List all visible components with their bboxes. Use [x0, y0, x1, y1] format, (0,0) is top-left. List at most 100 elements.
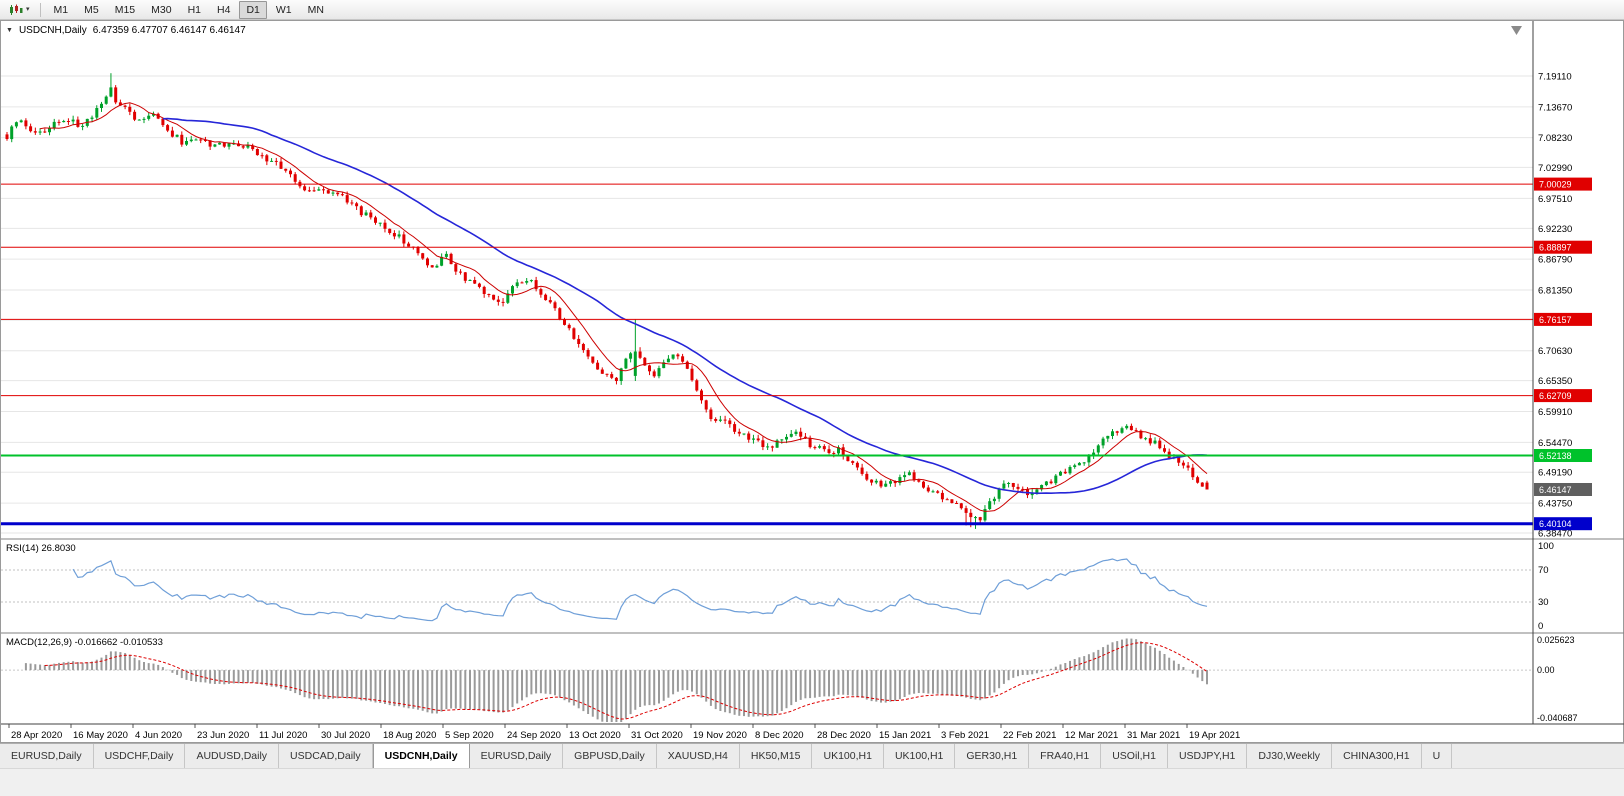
svg-text:30: 30 — [1538, 597, 1549, 608]
svg-text:11 Jul 2020: 11 Jul 2020 — [259, 730, 307, 741]
chart-tab-12[interactable]: FRA40,H1 — [1029, 744, 1102, 768]
rsi-indicator-label: RSI(14) 26.8030 — [6, 543, 76, 554]
chart-tab-0[interactable]: EURUSD,Daily — [0, 744, 94, 768]
svg-text:31 Oct 2020: 31 Oct 2020 — [631, 730, 683, 741]
toolbar-separator — [39, 2, 41, 17]
svg-text:6.92230: 6.92230 — [1538, 224, 1572, 235]
chart-tab-3[interactable]: USDCAD,Daily — [279, 744, 373, 768]
chart-window: 7.19110 7.13670 7.08230 7.02990 6.97510 6.922… — [0, 20, 1624, 743]
time-axis[interactable]: 28 Apr 2020 16 May 2020 4 Jun 2020 23 Jun 2… — [8, 724, 1240, 741]
svg-text:8 Dec 2020: 8 Dec 2020 — [755, 730, 804, 741]
chart-tab-16[interactable]: CHINA300,H1 — [1332, 744, 1422, 768]
svg-text:7.13670: 7.13670 — [1538, 102, 1572, 113]
chart-tab-7[interactable]: XAUUSD,H4 — [657, 744, 740, 768]
svg-text:6.88897: 6.88897 — [1539, 243, 1572, 253]
timeframe-group: M1 M5 M15 M30 H1 H4 D1 W1 MN — [46, 0, 332, 19]
svg-text:7.02990: 7.02990 — [1538, 163, 1572, 174]
chart-shift-marker-icon[interactable] — [1511, 26, 1522, 35]
svg-text:5 Sep 2020: 5 Sep 2020 — [445, 730, 494, 741]
timeframe-button-m30[interactable]: M30 — [151, 3, 172, 16]
chart-tab-17[interactable]: U — [1422, 744, 1453, 768]
chart-symbol-label: USDCNH,Daily — [18, 25, 87, 36]
chevron-down-icon: ▾ — [26, 6, 30, 13]
svg-text:22 Feb 2021: 22 Feb 2021 — [1003, 730, 1056, 741]
timeframe-button-h4[interactable]: H4 — [217, 3, 231, 16]
svg-text:6.97510: 6.97510 — [1538, 194, 1572, 205]
svg-text:6.65350: 6.65350 — [1538, 376, 1572, 387]
chart-tab-2[interactable]: AUDUSD,Daily — [185, 744, 280, 768]
svg-text:0: 0 — [1538, 621, 1543, 632]
svg-text:0.00: 0.00 — [1537, 665, 1555, 675]
candlestick-chart-icon — [9, 4, 23, 16]
chart-title-bar: ▼ USDCNH,Daily 6.47359 6.47707 6.46147 6… — [6, 25, 246, 36]
svg-text:6.49190: 6.49190 — [1538, 468, 1572, 479]
svg-text:6.70630: 6.70630 — [1538, 346, 1572, 357]
svg-text:28 Apr 2020: 28 Apr 2020 — [11, 730, 62, 741]
svg-text:4 Jun 2020: 4 Jun 2020 — [135, 730, 182, 741]
chart-tab-bar: EURUSD,Daily USDCHF,Daily AUDUSD,Daily USDC… — [0, 743, 1624, 768]
svg-text:15 Jan 2021: 15 Jan 2021 — [879, 730, 931, 741]
timeframe-button-h1[interactable]: H1 — [187, 3, 202, 16]
chart-tab-10[interactable]: UK100,H1 — [884, 744, 956, 768]
svg-text:12 Mar 2021: 12 Mar 2021 — [1065, 730, 1118, 741]
chart-tab-1[interactable]: USDCHF,Daily — [94, 744, 186, 768]
svg-text:13 Oct 2020: 13 Oct 2020 — [569, 730, 621, 741]
moving-average-layer — [40, 102, 1208, 512]
chart-tab-9[interactable]: UK100,H1 — [812, 744, 884, 768]
svg-text:100: 100 — [1538, 541, 1554, 552]
chart-tab-6[interactable]: GBPUSD,Daily — [563, 744, 657, 768]
svg-text:6.43750: 6.43750 — [1538, 499, 1572, 510]
chart-tab-11[interactable]: GER30,H1 — [955, 744, 1030, 768]
top-toolbar: ▾ M1 M5 M15 M30 H1 H4 D1 W1 MN — [0, 0, 1624, 20]
timeframe-button-m5[interactable]: M5 — [84, 3, 99, 16]
svg-text:16 May 2020: 16 May 2020 — [73, 730, 128, 741]
chart-ohlc-values: 6.47359 6.47707 6.46147 6.46147 — [92, 25, 246, 36]
svg-text:24 Sep 2020: 24 Sep 2020 — [507, 730, 561, 741]
svg-text:70: 70 — [1538, 565, 1549, 576]
svg-text:6.52138: 6.52138 — [1539, 451, 1572, 461]
timeframe-button-m15[interactable]: M15 — [114, 3, 136, 16]
timeframe-button-d1[interactable]: D1 — [239, 0, 267, 19]
svg-text:6.59910: 6.59910 — [1538, 407, 1572, 418]
chart-tab-14[interactable]: USDJPY,H1 — [1168, 744, 1248, 768]
svg-text:18 Aug 2020: 18 Aug 2020 — [383, 730, 436, 741]
timeframe-button-w1[interactable]: W1 — [275, 3, 292, 16]
macd-indicator-label: MACD(12,26,9) -0.016662 -0.010533 — [6, 637, 163, 648]
svg-text:-0.040687: -0.040687 — [1537, 713, 1578, 723]
indicator-layer — [1, 558, 1533, 722]
ohlc-dropdown-icon[interactable]: ▼ — [6, 27, 13, 34]
svg-text:0.025623: 0.025623 — [1537, 635, 1575, 645]
svg-text:6.86790: 6.86790 — [1538, 255, 1572, 266]
chart-menu-button[interactable]: ▾ — [4, 1, 35, 18]
price-axis[interactable]: 7.19110 7.13670 7.08230 7.02990 6.97510 6.922… — [1534, 72, 1592, 724]
horizontal-lines-layer[interactable] — [1, 183, 1533, 526]
svg-text:6.46147: 6.46147 — [1539, 485, 1572, 495]
chart-tab-4[interactable]: USDCNH,Daily — [372, 744, 470, 768]
chart-tab-15[interactable]: DJ30,Weekly — [1247, 744, 1333, 768]
svg-text:6.76157: 6.76157 — [1539, 315, 1572, 325]
svg-text:6.81350: 6.81350 — [1538, 285, 1572, 296]
svg-text:6.40104: 6.40104 — [1539, 519, 1572, 529]
svg-text:7.00029: 7.00029 — [1539, 180, 1572, 190]
pane-frames — [1, 21, 1624, 725]
svg-text:6.62709: 6.62709 — [1539, 391, 1572, 401]
chart-tab-13[interactable]: USOil,H1 — [1101, 744, 1168, 768]
svg-text:28 Dec 2020: 28 Dec 2020 — [817, 730, 871, 741]
svg-text:19 Nov 2020: 19 Nov 2020 — [693, 730, 747, 741]
svg-text:23 Jun 2020: 23 Jun 2020 — [197, 730, 249, 741]
svg-text:31 Mar 2021: 31 Mar 2021 — [1127, 730, 1180, 741]
status-bar — [0, 768, 1624, 796]
svg-text:7.08230: 7.08230 — [1538, 133, 1572, 144]
svg-text:3 Feb 2021: 3 Feb 2021 — [941, 730, 989, 741]
svg-text:6.54470: 6.54470 — [1538, 438, 1572, 449]
svg-text:7.19110: 7.19110 — [1538, 72, 1572, 83]
svg-text:30 Jul 2020: 30 Jul 2020 — [321, 730, 370, 741]
timeframe-button-mn[interactable]: MN — [307, 3, 324, 16]
candles-layer — [5, 73, 1209, 529]
timeframe-button-m1[interactable]: M1 — [53, 3, 69, 16]
chart-tab-8[interactable]: HK50,M15 — [740, 744, 813, 768]
svg-text:6.38470: 6.38470 — [1538, 529, 1572, 540]
svg-text:19 Apr 2021: 19 Apr 2021 — [1189, 730, 1240, 741]
chart-canvas[interactable]: 7.19110 7.13670 7.08230 7.02990 6.97510 6.922… — [1, 21, 1624, 744]
chart-tab-5[interactable]: EURUSD,Daily — [470, 744, 564, 768]
